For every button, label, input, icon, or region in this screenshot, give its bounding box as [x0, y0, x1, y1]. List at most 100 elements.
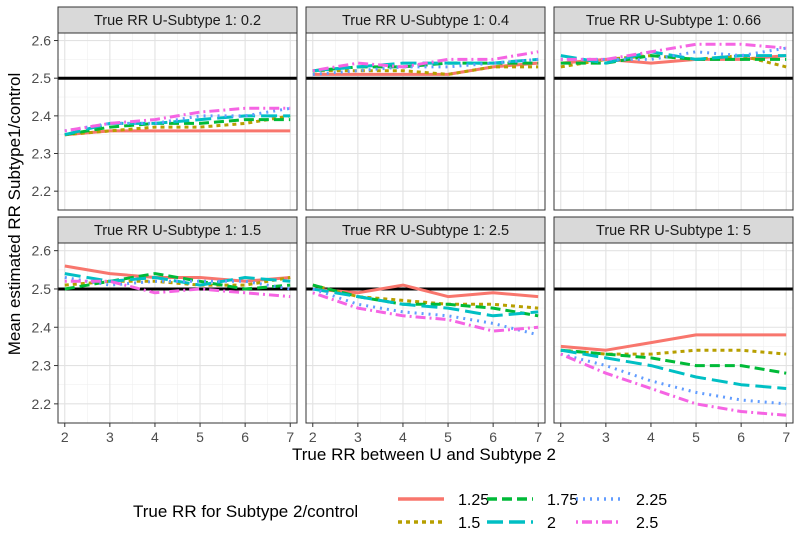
series-line-1.75	[560, 54, 787, 65]
x-tick-label: 3	[354, 429, 362, 445]
series-line-2.5	[312, 50, 539, 73]
legend-item: 1.75	[487, 492, 578, 509]
legend-label: 2	[547, 515, 556, 532]
y-tick-label: 2.2	[32, 183, 52, 199]
x-tick-label: 7	[534, 429, 542, 445]
series-line-2.5	[64, 279, 291, 299]
series-line-2.5	[560, 42, 787, 61]
x-tick-label: 7	[286, 429, 294, 445]
panel-border	[305, 242, 546, 424]
x-tick-label: 4	[399, 429, 407, 445]
x-tick-label: 6	[241, 429, 249, 445]
facet-title: True RR U-Subtype 1: 0.66	[586, 13, 761, 29]
series-line-1.25	[312, 283, 539, 299]
panel-border	[57, 242, 298, 424]
x-tick-label: 5	[196, 429, 204, 445]
series-line-1.75	[64, 272, 291, 291]
y-tick-label: 2.6	[32, 243, 52, 259]
series-line-1.5	[312, 65, 539, 76]
panel-border	[305, 32, 546, 211]
y-axis-label: Mean estimated RR Subtype1/control	[5, 73, 24, 356]
x-tick-label: 6	[737, 429, 745, 445]
legend-item: 2	[487, 515, 556, 532]
x-axis-label: True RR between U and Subtype 2	[292, 445, 556, 464]
series-line-1.5	[64, 114, 291, 137]
series-line-2.5	[560, 352, 787, 417]
series-line-1.75	[560, 348, 787, 375]
series-line-1.25	[560, 333, 787, 352]
series-line-2	[64, 114, 291, 137]
legend-item: 2.25	[576, 492, 667, 509]
minor-gridlines	[554, 243, 793, 424]
series-line-2	[560, 348, 787, 390]
facet-strip	[305, 216, 546, 244]
x-tick-label: 5	[692, 429, 700, 445]
legend-label: 1.5	[458, 515, 480, 532]
legend-item: 1.25	[398, 492, 489, 509]
facet-title: True RR U-Subtype 1: 0.2	[94, 13, 261, 29]
series-line-2.25	[312, 57, 539, 76]
facet-title: True RR U-Subtype 1: 1.5	[94, 223, 261, 239]
series-line-1.5	[560, 348, 787, 356]
series-line-1.75	[64, 118, 291, 137]
x-tick-label: 4	[647, 429, 655, 445]
series-line-2	[312, 287, 539, 318]
x-tick-label: 6	[489, 429, 497, 445]
legend-label: 2.5	[636, 515, 658, 532]
series-line-1.5	[64, 276, 291, 287]
x-tick-label: 3	[106, 429, 114, 445]
y-tick-label: 2.6	[32, 33, 52, 49]
y-tick-label: 2.4	[32, 319, 52, 335]
facet-title: True RR U-Subtype 1: 5	[596, 223, 751, 239]
major-gridlines	[554, 243, 793, 423]
legend-label: 2.25	[636, 492, 667, 509]
facet-strip	[57, 6, 298, 34]
facet-panel: True RR U-Subtype 1: 1.5 2.2 2.3 2.4 2.5 2.6 2…	[32, 216, 298, 445]
legend-item: 2.5	[576, 515, 658, 532]
facet-panels: True RR U-Subtype 1: 0.22.22.32.42.52.6T…	[32, 6, 794, 445]
legend: 1.25 1.5 1.75 2 2.25 2.5	[398, 492, 667, 532]
panel-border	[57, 32, 298, 211]
y-tick-label: 2.3	[32, 358, 52, 374]
y-tick-label: 2.5	[32, 281, 52, 297]
x-tick-label: 2	[557, 429, 565, 445]
legend-item: 1.5	[398, 515, 480, 532]
legend-label: 1.25	[458, 492, 489, 509]
x-tick-label: 3	[602, 429, 610, 445]
x-tick-label: 5	[444, 429, 452, 445]
series-line-2.5	[64, 106, 291, 133]
facet-title: True RR U-Subtype 1: 0.4	[342, 13, 509, 29]
series-line-1.75	[312, 283, 539, 318]
series-line-2.25	[560, 46, 787, 61]
facet-panel: True RR U-Subtype 1: 0.4	[305, 6, 546, 211]
facet-strip	[553, 216, 794, 244]
legend-label: 1.75	[547, 492, 578, 509]
facet-panel: True RR U-Subtype 1: 2.5 2 3 4 5 6 7	[305, 216, 546, 445]
facet-title: True RR U-Subtype 1: 2.5	[342, 223, 509, 239]
y-tick-label: 2.4	[32, 108, 52, 124]
y-tick-label: 2.5	[32, 70, 52, 86]
series-line-1.5	[312, 283, 539, 310]
y-tick-label: 2.3	[32, 146, 52, 162]
facet-panel: True RR U-Subtype 1: 0.66	[553, 6, 794, 211]
legend-title: True RR for Subtype 2/control	[133, 502, 358, 521]
facet-panel: True RR U-Subtype 1: 5 2 3 4 5 6 7	[553, 216, 794, 445]
series-line-2.25	[64, 276, 291, 291]
series-line-2.25	[64, 106, 291, 133]
facet-strip	[305, 6, 546, 34]
facet-strip	[57, 216, 298, 244]
series-line-2.5	[312, 291, 539, 333]
y-tick-label: 2.2	[32, 396, 52, 412]
x-tick-label: 2	[309, 429, 317, 445]
x-tick-label: 7	[782, 429, 790, 445]
x-tick-label: 4	[151, 429, 159, 445]
facet-strip	[553, 6, 794, 34]
series-line-1.25	[312, 61, 539, 76]
facet-panel: True RR U-Subtype 1: 0.2 2.2 2.3 2.4 2.5 2.6	[32, 6, 298, 211]
x-tick-label: 2	[61, 429, 69, 445]
panel-border	[553, 242, 794, 424]
panel-border	[553, 32, 794, 211]
series-line-1.25	[64, 129, 291, 137]
